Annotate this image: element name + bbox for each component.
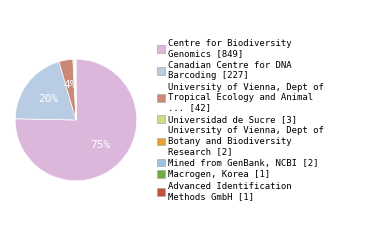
Wedge shape	[15, 62, 76, 120]
Wedge shape	[15, 59, 137, 181]
Wedge shape	[73, 59, 76, 120]
Wedge shape	[74, 59, 76, 120]
Text: 20%: 20%	[38, 94, 58, 103]
Wedge shape	[74, 59, 76, 120]
Text: 4%: 4%	[63, 80, 77, 90]
Text: 75%: 75%	[90, 140, 111, 150]
Wedge shape	[59, 59, 76, 120]
Wedge shape	[75, 59, 76, 120]
Legend: Centre for Biodiversity
Genomics [849], Canadian Centre for DNA
Barcoding [227],: Centre for Biodiversity Genomics [849], …	[157, 39, 324, 201]
